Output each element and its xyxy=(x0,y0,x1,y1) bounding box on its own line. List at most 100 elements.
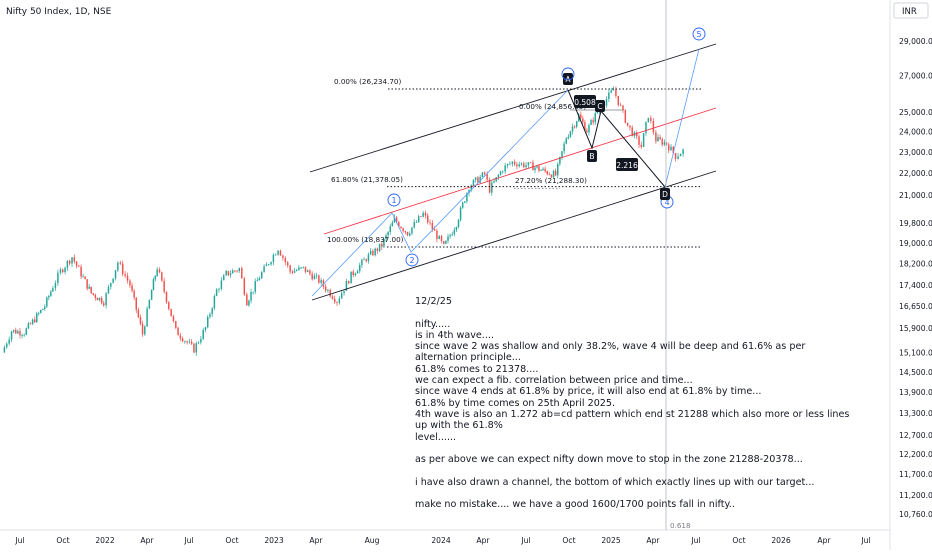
candle-body xyxy=(497,174,500,178)
candle-body xyxy=(152,279,155,291)
price-tick-2: 25,000.00 xyxy=(899,108,932,117)
candle-body xyxy=(638,136,640,145)
candle xyxy=(550,174,553,179)
candle-body xyxy=(261,272,263,279)
candle-body xyxy=(218,289,220,290)
candle xyxy=(25,327,28,336)
candle xyxy=(358,262,361,274)
candle-body xyxy=(137,309,140,318)
price-tick-18: 12,200.00 xyxy=(899,450,932,459)
wave-label-2: 2 xyxy=(409,256,414,265)
candle xyxy=(433,226,436,231)
candle-body xyxy=(304,266,307,273)
candle xyxy=(590,118,592,126)
candle-body xyxy=(588,124,590,133)
candle xyxy=(429,219,431,226)
candle-body xyxy=(491,182,493,193)
candle xyxy=(141,320,144,337)
candle-body xyxy=(313,275,316,280)
candle-body xyxy=(282,255,284,258)
candle xyxy=(52,285,54,292)
candle xyxy=(578,112,580,122)
candle xyxy=(461,201,464,209)
candle xyxy=(197,341,200,345)
candle-body xyxy=(200,339,202,343)
candle xyxy=(225,269,227,277)
candle-body xyxy=(161,272,163,281)
candle-body xyxy=(665,142,668,145)
candle xyxy=(248,299,250,307)
candle-body xyxy=(511,161,514,164)
candle xyxy=(181,336,184,343)
candle-body xyxy=(329,290,331,297)
candle-body xyxy=(350,271,352,284)
candle-body xyxy=(409,233,411,236)
candle xyxy=(532,159,534,171)
candle xyxy=(523,161,525,169)
candle xyxy=(608,89,610,103)
candle-body xyxy=(225,271,227,276)
candle-body xyxy=(231,270,234,274)
candle xyxy=(177,326,179,336)
candle xyxy=(661,137,663,147)
candle xyxy=(309,268,311,276)
candle xyxy=(227,270,230,277)
candle xyxy=(48,294,50,301)
candle xyxy=(19,328,21,339)
price-tick-10: 17,400.00 xyxy=(899,281,932,290)
currency-box[interactable] xyxy=(893,2,929,19)
candle-body xyxy=(98,297,101,301)
candle-body xyxy=(493,181,495,183)
candle-body xyxy=(88,286,90,289)
candle-body xyxy=(21,335,23,336)
fib-label-inner: 0.00% (24,856.05) xyxy=(519,102,587,111)
candle xyxy=(573,125,576,129)
candle xyxy=(424,210,427,219)
candle-body xyxy=(302,266,305,268)
candle-body xyxy=(238,268,241,272)
price-tick-16: 13,300.00 xyxy=(899,409,932,418)
candle-body xyxy=(352,271,355,275)
candle-body xyxy=(474,177,477,180)
channel-lower-line xyxy=(311,170,717,301)
candle xyxy=(481,172,484,178)
candle-body xyxy=(682,149,684,155)
candle xyxy=(154,275,157,282)
price-tick-1: 27,000.00 xyxy=(899,71,932,80)
candle-body xyxy=(431,223,434,230)
candle xyxy=(652,118,655,135)
candle-body xyxy=(550,174,553,178)
candle-body xyxy=(457,219,460,228)
candle xyxy=(117,261,119,272)
candle xyxy=(3,345,6,353)
candle xyxy=(449,233,451,239)
time-tick-0: Jul xyxy=(14,536,24,545)
candle xyxy=(96,297,99,301)
candle-body xyxy=(594,113,597,123)
pattern-box-A xyxy=(563,73,573,85)
candle-body xyxy=(252,291,254,293)
time-tick-4: Jul xyxy=(183,536,193,545)
candle-body xyxy=(406,231,409,236)
candle xyxy=(82,273,84,278)
candle-body xyxy=(322,280,325,287)
candle xyxy=(133,288,135,301)
candle-body xyxy=(449,235,451,237)
candle xyxy=(31,318,34,326)
candle xyxy=(415,219,418,223)
candle xyxy=(554,168,557,177)
candle-body xyxy=(234,270,236,272)
candle-body xyxy=(631,127,633,136)
candle xyxy=(354,272,357,277)
candle xyxy=(470,184,472,193)
candle-body xyxy=(289,265,291,272)
candle xyxy=(75,261,78,269)
candle xyxy=(338,296,341,305)
candle-body xyxy=(126,275,129,281)
time-tick-14: Apr xyxy=(646,536,660,545)
candle xyxy=(21,333,23,339)
candle-body xyxy=(363,259,365,261)
candle-body xyxy=(50,291,52,297)
candle xyxy=(98,297,101,302)
